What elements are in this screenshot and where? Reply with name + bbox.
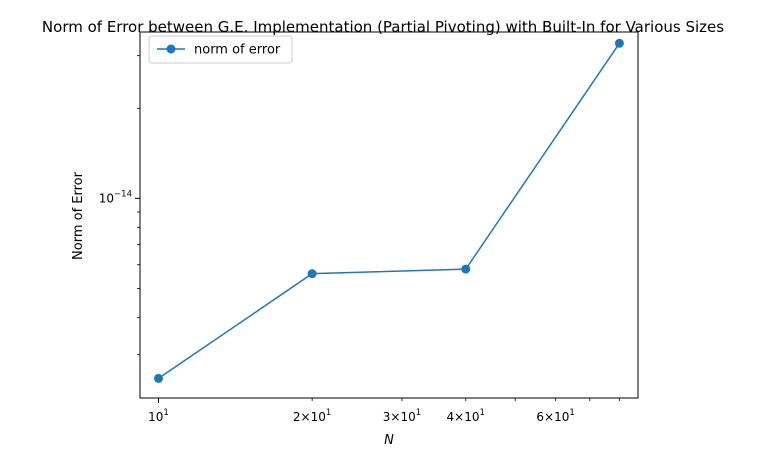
x-axis-ticks: 101 2×101 3×101 4×101 6×101	[148, 398, 620, 424]
tick-label: 2×101	[293, 408, 331, 424]
legend: norm of error	[148, 35, 293, 64]
series-line	[158, 42, 621, 380]
legend-label: norm of error	[194, 43, 281, 58]
x-axis-label: N	[384, 433, 394, 448]
tick-label: 101	[148, 408, 169, 424]
data-point	[307, 269, 317, 279]
data-point	[153, 373, 163, 383]
legend-marker-sample	[166, 44, 176, 54]
data-point	[614, 38, 624, 48]
series-layer	[153, 38, 624, 383]
y-axis-label: Norm of Error	[71, 171, 86, 260]
plot-area-frame	[139, 31, 639, 399]
y-axis-ticks: 10−14	[99, 55, 140, 356]
data-point	[461, 264, 471, 274]
legend-box	[148, 35, 293, 64]
chart-title: Norm of Error between G.E. Implementatio…	[42, 18, 724, 36]
tick-label: 4×101	[447, 408, 485, 424]
tick-label: 10−14	[99, 189, 132, 205]
tick-label: 3×101	[383, 408, 421, 424]
tick-label: 6×101	[536, 408, 574, 424]
